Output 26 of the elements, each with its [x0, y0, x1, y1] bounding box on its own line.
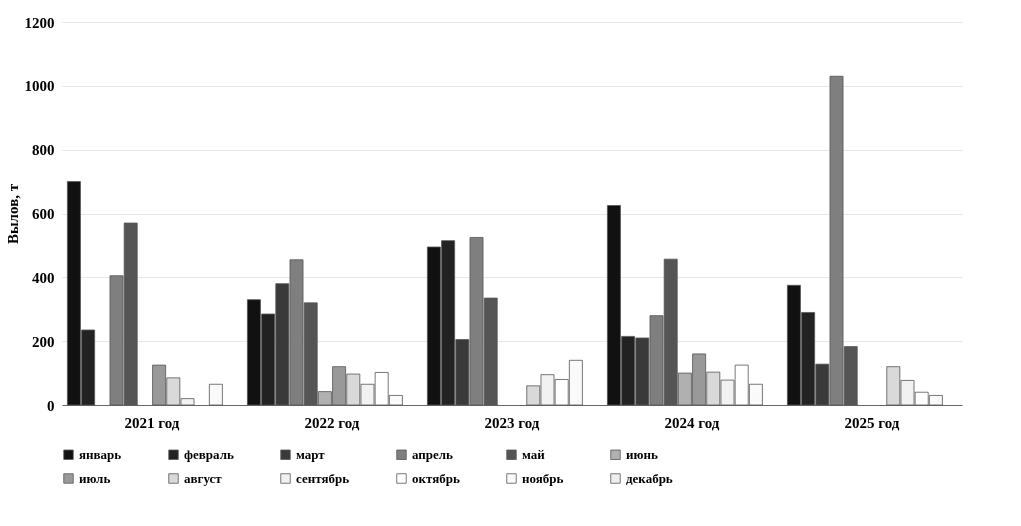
- y-tick-label: 1200: [24, 14, 55, 31]
- legend-label: март: [296, 446, 326, 462]
- y-tick-label: 400: [32, 269, 55, 286]
- legend-label: февраль: [184, 446, 234, 462]
- y-tick-label: 1000: [24, 78, 55, 95]
- x-tick-label: 2022 год: [304, 414, 360, 431]
- bar: [208, 383, 223, 406]
- legend-label: сентябрь: [296, 470, 350, 486]
- legend-label: май: [522, 446, 546, 462]
- y-tick-label: 600: [32, 206, 55, 222]
- legend-label: август: [184, 470, 223, 486]
- legend-label: ноябрь: [522, 470, 564, 486]
- y-tick-label: 800: [32, 142, 55, 159]
- x-tick-label: 2023 год: [484, 414, 540, 431]
- x-tick-label: 2024 год: [664, 414, 720, 431]
- x-tick-label: 2021 год: [124, 414, 180, 431]
- legend-label: декабрь: [626, 470, 673, 486]
- legend-label: июнь: [626, 446, 658, 462]
- legend-label: апрель: [412, 446, 454, 462]
- legend-label: июль: [79, 470, 111, 486]
- y-tick-label: 200: [32, 333, 55, 350]
- legend-label: октябрь: [412, 470, 460, 486]
- y-axis-title: Вылов, т: [4, 183, 21, 245]
- x-tick-label: 2025 год: [844, 414, 900, 431]
- y-tick-label: 0: [47, 397, 55, 414]
- legend-label: январь: [79, 446, 122, 462]
